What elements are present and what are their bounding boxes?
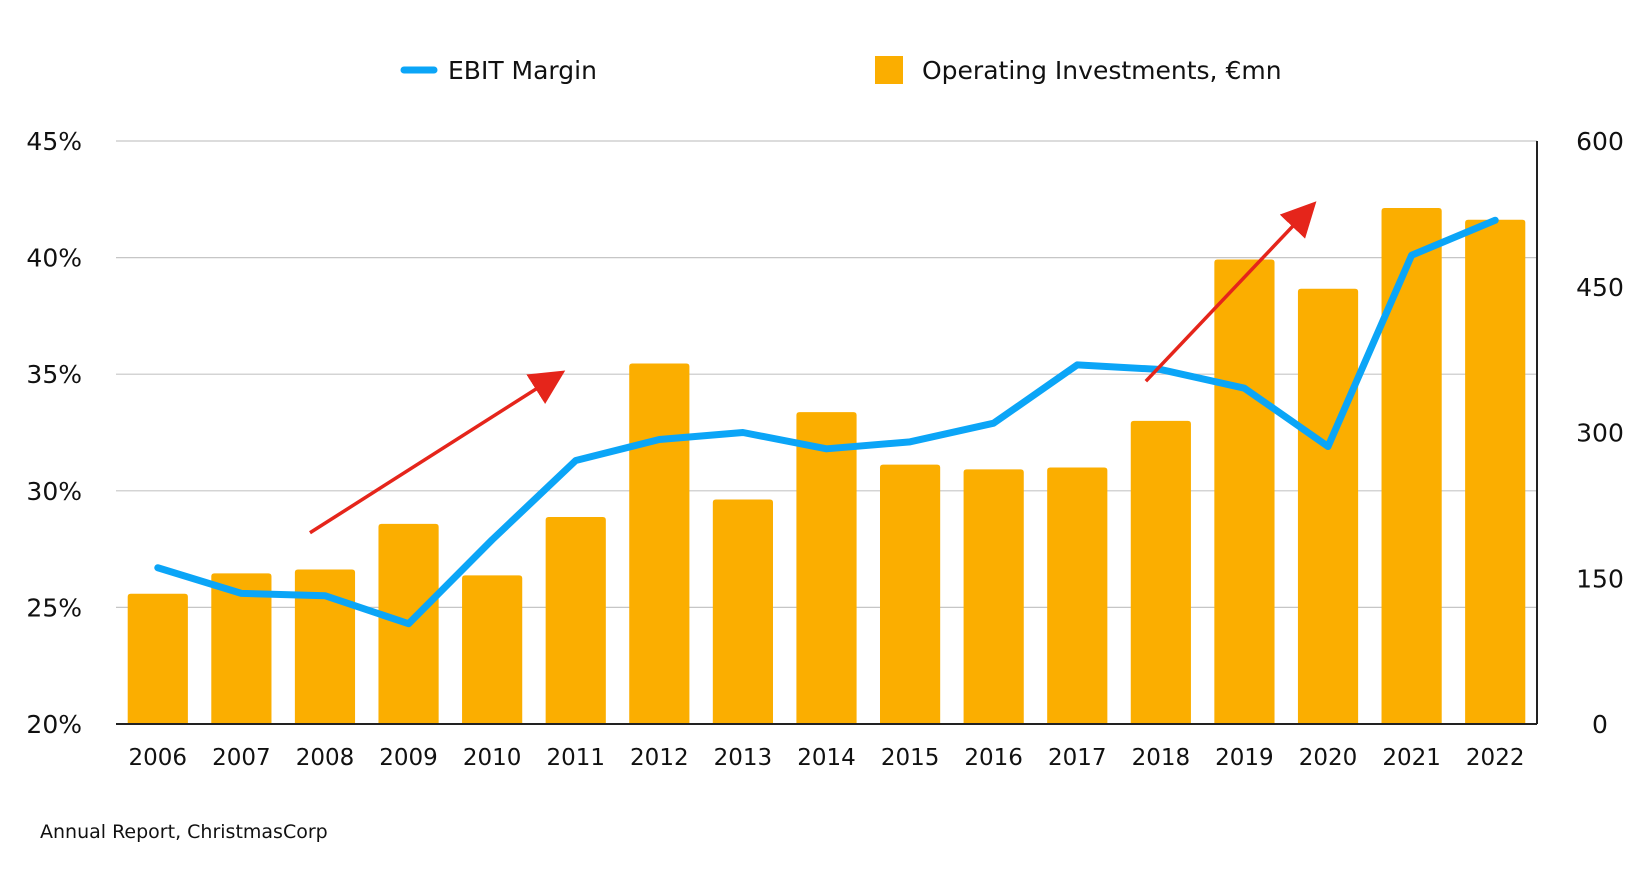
y-right-tick-label: 300 (1576, 419, 1624, 448)
ebit-point-2017 (1076, 364, 1078, 366)
bars-series (127, 208, 1526, 725)
x-tick-label-2014: 2014 (797, 745, 856, 771)
ebit-point-2018 (1160, 369, 1162, 371)
y-left-tick-label: 25% (26, 593, 82, 622)
axes: 20% 25% 30% 35% 40% 45% 0 150 300 450 600 2006 2007 2… (26, 127, 1623, 771)
bar-2020 (1297, 288, 1359, 724)
x-tick-label-2021: 2021 (1382, 745, 1441, 771)
x-tick-label-2007: 2007 (212, 745, 271, 771)
y-left-tick-label: 35% (26, 360, 82, 389)
ebit-point-2020 (1327, 445, 1329, 447)
bar-2011 (545, 517, 606, 724)
ebit-point-2015 (909, 441, 911, 443)
ebit-point-2016 (993, 422, 995, 424)
bar-2012 (629, 363, 690, 724)
bar-2010 (462, 575, 523, 724)
bar-2007 (211, 573, 272, 724)
source-note: Annual Report, ChristmasCorp (40, 821, 328, 843)
legend-bar-swatch (875, 56, 903, 84)
bar-2013 (712, 499, 774, 724)
x-tick-label-2017: 2017 (1048, 745, 1107, 771)
bar-2022 (1465, 219, 1526, 724)
ebit-point-2007 (240, 592, 242, 594)
ebit-point-2009 (408, 623, 410, 625)
legend-label-ebit: EBIT Margin (448, 56, 597, 85)
x-tick-label-2012: 2012 (630, 745, 689, 771)
y-left-tick-label: 30% (26, 477, 82, 506)
x-tick-label-2006: 2006 (129, 745, 188, 771)
x-tick-label-2020: 2020 (1299, 745, 1358, 771)
trend-arrows (309, 201, 1317, 535)
y-right-tick-label: 600 (1576, 127, 1624, 156)
bar-2016 (963, 469, 1024, 724)
x-tick-label-2015: 2015 (881, 745, 940, 771)
x-tick-label-2018: 2018 (1132, 745, 1191, 771)
y-right-tick-label: 150 (1576, 564, 1624, 593)
x-tick-label-2016: 2016 (964, 745, 1023, 771)
bar-2019 (1214, 259, 1275, 724)
bar-2006 (127, 593, 188, 724)
x-tick-label-2009: 2009 (379, 745, 438, 771)
bar-2017 (1047, 467, 1108, 724)
x-tick-label-2022: 2022 (1466, 745, 1525, 771)
ebit-point-2010 (491, 539, 493, 541)
y-right-tick-label: 0 (1592, 710, 1608, 739)
x-tick-label-2011: 2011 (546, 745, 605, 771)
ebit-point-2006 (157, 567, 159, 569)
trend-arrow-1 (309, 370, 566, 535)
ebit-point-2013 (742, 432, 744, 433)
x-tick-label-2013: 2013 (714, 745, 773, 771)
y-left-tick-label: 45% (26, 127, 82, 156)
x-tick-label-2008: 2008 (296, 745, 355, 771)
bar-2014 (796, 412, 857, 724)
ebit-point-2012 (658, 438, 660, 440)
y-right-tick-label: 450 (1576, 273, 1624, 302)
legend: EBIT Margin Operating Investments, €mn (400, 56, 1282, 85)
bar-2015 (879, 464, 941, 724)
ebit-point-2008 (324, 595, 326, 597)
trend-arrow-2 (1144, 201, 1317, 383)
ebit-point-2019 (1243, 387, 1245, 389)
bar-2008 (294, 569, 356, 724)
y-left-tick-label: 20% (26, 710, 82, 739)
ebit-point-2014 (826, 448, 827, 450)
line-series (154, 216, 1499, 628)
legend-label-investments: Operating Investments, €mn (922, 56, 1282, 85)
bar-2018 (1130, 420, 1191, 724)
y-left-tick-label: 40% (26, 244, 82, 273)
bar-2021 (1381, 208, 1442, 725)
ebit-point-2022 (1494, 219, 1496, 221)
ebit-point-2021 (1411, 254, 1413, 256)
x-tick-label-2010: 2010 (463, 745, 522, 771)
x-tick-label-2019: 2019 (1215, 745, 1274, 771)
ebit-point-2011 (575, 459, 577, 461)
